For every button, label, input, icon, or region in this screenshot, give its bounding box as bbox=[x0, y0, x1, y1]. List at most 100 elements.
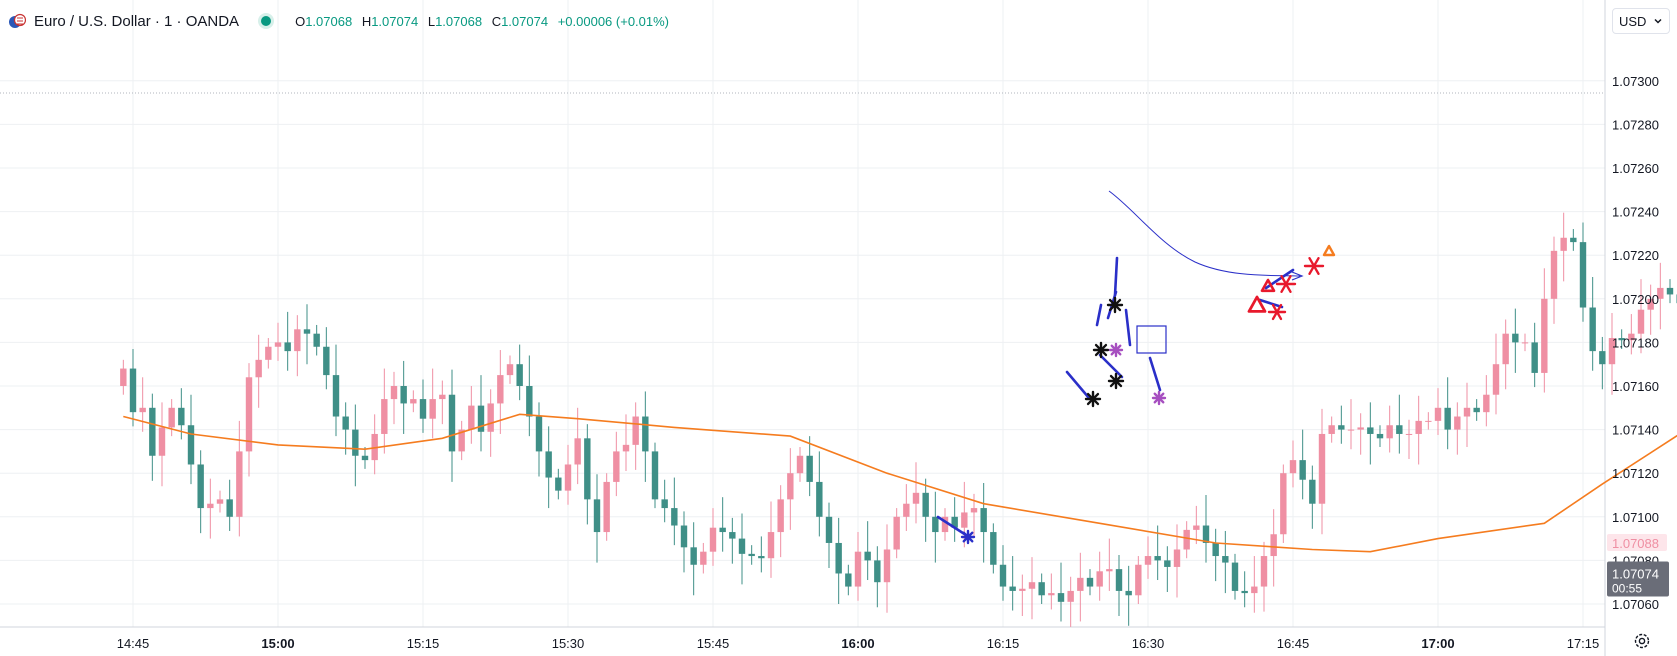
candle bbox=[1637, 279, 1645, 354]
candle-body bbox=[690, 547, 697, 565]
candle bbox=[1560, 212, 1567, 282]
asterisk-stroke bbox=[1271, 303, 1283, 321]
asterisk-stroke bbox=[962, 531, 974, 543]
candle bbox=[729, 517, 736, 564]
candle bbox=[990, 523, 997, 574]
candle-body bbox=[468, 405, 475, 430]
candle-body bbox=[796, 455, 804, 474]
candle bbox=[555, 468, 562, 500]
candle-body bbox=[381, 399, 388, 434]
candle bbox=[603, 473, 610, 541]
trend-line-drawing bbox=[1258, 298, 1284, 309]
gear-icon[interactable] bbox=[1633, 632, 1651, 650]
candle-body bbox=[816, 481, 823, 517]
candle bbox=[1328, 416, 1335, 443]
candle-body bbox=[787, 473, 794, 500]
currency-selector[interactable]: USD bbox=[1612, 8, 1670, 34]
prev-close-label: 1.07088 bbox=[1612, 536, 1659, 551]
asterisk-stroke bbox=[1109, 374, 1123, 388]
candle bbox=[1193, 505, 1200, 545]
asterisk-stroke bbox=[1153, 392, 1165, 404]
time-tick-label: 16:15 bbox=[987, 636, 1020, 651]
candle bbox=[323, 327, 330, 390]
candle-body bbox=[236, 451, 243, 517]
candle bbox=[980, 483, 987, 563]
candle-body bbox=[1096, 571, 1103, 587]
candle-body bbox=[1483, 394, 1490, 413]
candle-body bbox=[1550, 250, 1558, 299]
candle-body bbox=[216, 499, 224, 504]
triangle-mark-icon bbox=[1247, 295, 1267, 313]
candle bbox=[400, 360, 407, 434]
candle-body bbox=[303, 329, 311, 334]
candle-body bbox=[1454, 416, 1461, 430]
candle-body bbox=[149, 407, 156, 456]
candle-body bbox=[439, 394, 446, 400]
candle bbox=[1154, 525, 1161, 581]
candle-body bbox=[903, 503, 910, 517]
candle bbox=[149, 393, 156, 481]
candle-body bbox=[603, 481, 610, 533]
candle bbox=[535, 402, 543, 477]
candle bbox=[294, 315, 301, 377]
candle-body bbox=[429, 399, 436, 419]
candle-body bbox=[680, 525, 688, 548]
candle bbox=[1541, 268, 1548, 393]
candle bbox=[593, 474, 601, 563]
candle bbox=[584, 424, 591, 525]
arrow-head-icon bbox=[1291, 271, 1304, 281]
candle-body bbox=[1231, 562, 1239, 591]
asterisk-mark-icon bbox=[1108, 342, 1124, 358]
candle-body bbox=[999, 564, 1007, 587]
candle-body bbox=[1599, 351, 1606, 365]
candle-body bbox=[342, 416, 349, 430]
candle-body bbox=[361, 455, 369, 461]
price-tick-label: 1.07220 bbox=[1612, 248, 1659, 263]
candle-body bbox=[1202, 525, 1210, 543]
time-tick-label: 17:15 bbox=[1567, 636, 1600, 651]
candle bbox=[477, 375, 485, 452]
trend-line-drawing bbox=[1065, 370, 1091, 400]
candle-body bbox=[1647, 298, 1654, 310]
candle bbox=[284, 311, 291, 371]
chart-legend: Euro / U.S. Dollar · 1 · OANDA O1.07068 … bbox=[8, 10, 669, 32]
candle-body bbox=[1299, 460, 1306, 480]
candle bbox=[1009, 556, 1016, 611]
candle bbox=[574, 407, 581, 485]
price-tick-label: 1.07060 bbox=[1612, 597, 1659, 612]
candle bbox=[1376, 425, 1384, 448]
candle bbox=[816, 451, 823, 537]
candle bbox=[864, 521, 871, 581]
candle-body bbox=[497, 375, 504, 404]
candle-body bbox=[671, 508, 678, 526]
candle-body bbox=[1357, 427, 1364, 430]
trend-line-drawing bbox=[1113, 256, 1119, 297]
last-price-label: 1.07074 bbox=[1612, 566, 1659, 581]
candle-body bbox=[1657, 287, 1664, 299]
candle-body bbox=[535, 416, 543, 452]
candle bbox=[516, 344, 523, 401]
candle bbox=[1570, 229, 1577, 251]
candle-body bbox=[777, 499, 784, 533]
candle-body bbox=[390, 386, 398, 400]
candle bbox=[1077, 552, 1084, 622]
candle bbox=[1386, 405, 1393, 453]
candle bbox=[1618, 329, 1625, 349]
symbol-title[interactable]: Euro / U.S. Dollar · 1 · OANDA bbox=[34, 12, 240, 30]
candle bbox=[1425, 412, 1432, 430]
candle-body bbox=[1154, 556, 1161, 561]
candle-body bbox=[1347, 429, 1355, 431]
moving-average-line bbox=[123, 413, 1677, 553]
candle bbox=[1057, 562, 1065, 622]
candle-body bbox=[1125, 590, 1132, 596]
price-tick-label: 1.07280 bbox=[1612, 117, 1659, 132]
trend-line-drawing bbox=[936, 515, 968, 537]
candle bbox=[255, 334, 262, 408]
candle-body bbox=[294, 329, 301, 352]
candle-body bbox=[651, 451, 659, 500]
candle bbox=[1666, 279, 1674, 304]
candle bbox=[932, 491, 939, 563]
candle-body bbox=[883, 549, 891, 583]
candle-body bbox=[1628, 333, 1635, 341]
